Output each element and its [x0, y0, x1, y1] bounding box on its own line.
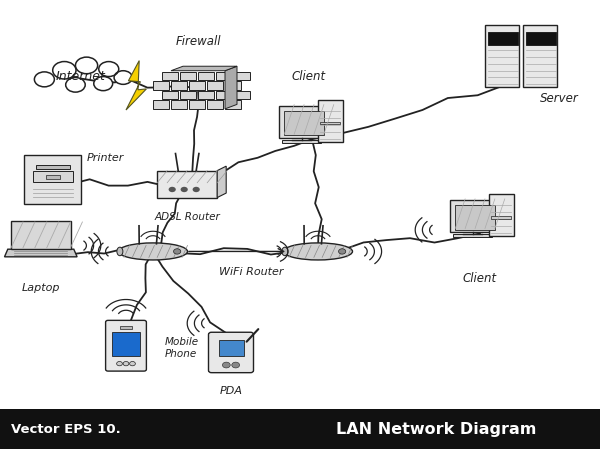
Text: Mobile
Phone: Mobile Phone	[165, 337, 199, 359]
Circle shape	[116, 361, 122, 366]
Bar	[162, 72, 178, 80]
Bar	[284, 111, 324, 135]
Bar	[36, 165, 70, 169]
Circle shape	[338, 249, 346, 254]
Bar	[318, 100, 343, 142]
Bar	[198, 91, 214, 99]
Bar	[207, 81, 223, 90]
Bar	[112, 331, 140, 356]
Bar	[225, 81, 241, 90]
Text: Server: Server	[540, 92, 579, 105]
Bar	[491, 216, 511, 219]
Bar	[234, 72, 250, 80]
Bar	[207, 101, 223, 109]
Bar	[180, 72, 196, 80]
Bar	[11, 220, 71, 249]
Bar	[453, 234, 493, 238]
Circle shape	[76, 57, 98, 74]
Bar	[234, 91, 250, 99]
Bar	[280, 106, 329, 138]
Circle shape	[173, 249, 181, 254]
Bar	[180, 91, 196, 99]
Bar	[119, 326, 133, 329]
Bar	[198, 72, 214, 80]
Text: Client: Client	[463, 272, 497, 285]
Bar	[523, 25, 557, 87]
Polygon shape	[171, 66, 237, 70]
Circle shape	[193, 187, 200, 192]
Bar	[488, 32, 518, 45]
Bar	[46, 175, 60, 179]
Text: Laptop: Laptop	[22, 283, 60, 293]
Circle shape	[232, 362, 239, 368]
Polygon shape	[217, 166, 226, 198]
Bar	[455, 206, 495, 229]
Bar	[282, 140, 322, 143]
Bar	[485, 25, 520, 87]
Bar	[157, 171, 217, 198]
FancyBboxPatch shape	[209, 332, 254, 373]
Text: PDA: PDA	[220, 386, 242, 396]
Polygon shape	[225, 66, 237, 109]
Bar	[189, 101, 205, 109]
Bar	[171, 81, 187, 90]
Bar	[225, 101, 241, 109]
Circle shape	[114, 71, 132, 84]
Circle shape	[99, 62, 119, 76]
Bar	[24, 155, 82, 204]
Text: WiFi Router: WiFi Router	[219, 267, 284, 277]
Text: Client: Client	[292, 70, 326, 83]
Bar	[216, 72, 232, 80]
Bar	[153, 81, 169, 90]
Bar	[450, 200, 500, 232]
Circle shape	[65, 78, 85, 92]
Bar	[489, 194, 514, 236]
Circle shape	[130, 361, 136, 366]
Ellipse shape	[117, 247, 123, 256]
Bar	[171, 101, 187, 109]
Circle shape	[223, 362, 230, 368]
Ellipse shape	[119, 243, 187, 260]
Bar	[218, 340, 244, 356]
Text: Internet: Internet	[56, 70, 106, 83]
Circle shape	[123, 361, 129, 366]
FancyBboxPatch shape	[106, 321, 146, 371]
Polygon shape	[126, 61, 146, 110]
Ellipse shape	[282, 247, 288, 256]
Polygon shape	[5, 249, 77, 257]
Bar	[216, 91, 232, 99]
Bar	[0, 409, 600, 449]
Text: LAN Network Diagram: LAN Network Diagram	[336, 422, 536, 437]
Text: Printer: Printer	[87, 153, 124, 163]
Bar	[189, 81, 205, 90]
Ellipse shape	[284, 243, 353, 260]
Text: ADSL Router: ADSL Router	[154, 212, 220, 222]
Bar	[320, 122, 340, 124]
Bar	[162, 91, 178, 99]
Circle shape	[53, 62, 76, 79]
Circle shape	[94, 76, 113, 91]
Text: Firewall: Firewall	[175, 35, 221, 48]
Circle shape	[181, 187, 188, 192]
Bar	[153, 101, 169, 109]
Bar	[33, 171, 73, 182]
Circle shape	[34, 72, 55, 87]
Bar	[526, 32, 556, 45]
Circle shape	[169, 187, 176, 192]
Text: Vector EPS 10.: Vector EPS 10.	[11, 423, 121, 436]
